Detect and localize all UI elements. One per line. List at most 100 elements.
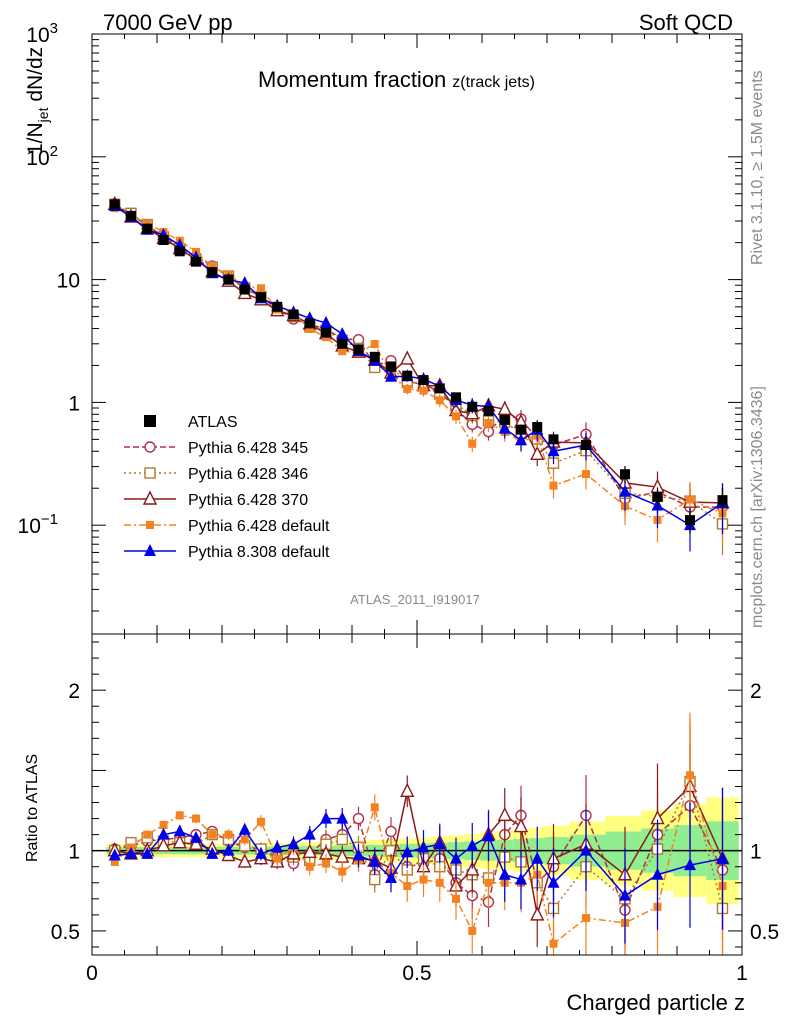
atlas-point (158, 235, 169, 246)
legend-label: Pythia 6.428 370 (188, 492, 308, 509)
series-point (468, 439, 477, 448)
analysis-tag: ATLAS_2011_I919017 (350, 592, 480, 607)
series-ratio-point (192, 814, 200, 823)
atlas-point (483, 406, 494, 417)
series-ratio-point (240, 835, 249, 844)
series-ratio-point (686, 771, 694, 780)
atlas-point (353, 344, 364, 355)
atlas-point (272, 301, 283, 312)
series-point (257, 284, 265, 293)
series-ratio-point (206, 846, 219, 859)
atlas-point (548, 434, 559, 445)
series-ratio-point (159, 820, 168, 829)
ratio-y-tick-label: 2 (68, 680, 80, 703)
series-ratio-point (385, 870, 397, 883)
series-ratio-point (513, 818, 529, 833)
series-point (582, 470, 590, 479)
main-y-tick-label: 10−1 (18, 511, 58, 538)
main-y-tick-base: 10 (26, 24, 49, 47)
series-ratio-point (336, 811, 349, 824)
main-y-tick-base: 10 (26, 147, 49, 170)
atlas-point (223, 274, 234, 285)
series-ratio-point (482, 829, 495, 842)
atlas-point (337, 338, 348, 349)
main-y-tick-base: 10 (57, 270, 80, 293)
atlas-point (467, 401, 478, 412)
atlas-point (288, 309, 299, 320)
atlas-point (499, 414, 510, 425)
series-ratio-point (403, 881, 412, 890)
series-point (547, 444, 560, 457)
series-ratio-point (352, 812, 365, 825)
series-ratio-point (549, 939, 558, 948)
series-ratio-point (322, 859, 330, 868)
series-point (403, 384, 412, 393)
atlas-point (386, 361, 396, 372)
series-point (530, 445, 545, 460)
legend-entry: ATLAS (144, 414, 238, 431)
atlas-point (516, 424, 526, 435)
series-atlas (109, 199, 728, 534)
legend-marker (146, 521, 154, 529)
ratio-y-tick-label-right: 1 (750, 841, 762, 864)
ratio-y-tick-label-right: 2 (750, 680, 762, 703)
legend-marker (144, 544, 156, 556)
series-line-main (114, 203, 723, 504)
legend-label: Pythia 6.428 345 (188, 440, 308, 457)
series-ratio-point (619, 888, 631, 901)
series-point (498, 421, 511, 434)
series-ratio-point (435, 878, 444, 887)
atlas-point (620, 469, 630, 480)
main-y-tick-label: 103 (26, 20, 58, 47)
series-ratio-point (157, 827, 170, 840)
series-ratio-point (338, 867, 347, 876)
legend-marker (144, 441, 156, 453)
series-ratio-point (468, 926, 477, 935)
series-ratio-point (190, 830, 202, 843)
series-ratio-point (303, 827, 316, 840)
series-ratio-point (466, 838, 479, 851)
series-point (305, 324, 314, 333)
series-point (452, 412, 460, 421)
series-point (338, 347, 347, 356)
series-ratio-point (498, 867, 511, 880)
series-ratio-point (385, 825, 397, 838)
series-ratio-point (352, 848, 365, 861)
header-left: 7000 GeV pp (103, 10, 233, 35)
atlas-point (109, 199, 120, 210)
main-y-axis-label-rest: dN/dz (24, 47, 47, 108)
legend-entry: Pythia 6.428 370 (124, 490, 308, 509)
ratio-y-tick-label-right: 0.5 (750, 921, 779, 944)
atlas-point (685, 515, 695, 526)
series-ratio-point (108, 848, 121, 861)
series-ratio-point (175, 811, 184, 820)
x-tick-label: 0 (86, 962, 98, 985)
series-ratio-point (400, 782, 415, 797)
series-ratio-point (224, 830, 233, 839)
atlas-point (418, 375, 429, 386)
series-ratio-point (417, 840, 430, 853)
chart-title: Momentum fraction z(track jets) (258, 67, 535, 92)
series-ratio-point (143, 830, 152, 839)
legend-marker (144, 467, 156, 479)
atlas-point (434, 383, 445, 394)
main-y-tick-label: 10 (57, 270, 80, 293)
atlas-point (321, 327, 331, 338)
series-ratio-point (173, 824, 186, 837)
series-ratio-point (222, 843, 235, 856)
atlas-point (532, 422, 543, 433)
series-ratio-point (255, 846, 267, 859)
rivet-label: Rivet 3.1.10, ≥ 1.5M events (749, 70, 766, 265)
series-ratio-point (465, 861, 480, 876)
main-y-tick-exponent: 3 (50, 20, 58, 37)
series-point (484, 418, 493, 427)
chart-title-main: Momentum fraction (258, 67, 446, 92)
series-ratio-point (238, 822, 251, 835)
series-ratio-point (369, 873, 381, 886)
series-ratio-point (530, 906, 545, 921)
series-ratio-point (370, 803, 379, 812)
atlas-point (369, 351, 380, 362)
series-ratio-point (305, 862, 314, 871)
